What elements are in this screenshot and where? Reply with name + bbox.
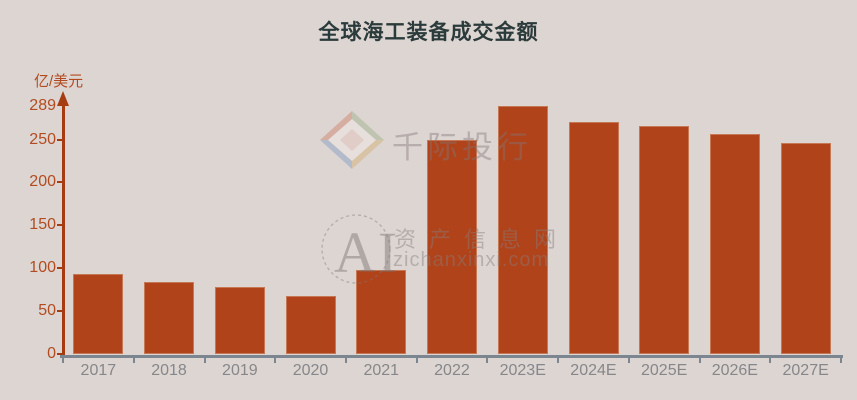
bar-2023E: [497, 106, 548, 354]
bar-2020: [285, 295, 336, 354]
x-tick-mark: [769, 357, 772, 363]
x-tick-label-2026E: 2026E: [711, 362, 758, 379]
x-tick-mark: [132, 357, 135, 363]
x-tick-mark: [840, 357, 842, 363]
x-tick-label-2017: 2017: [80, 362, 117, 379]
y-tick-label: 0: [47, 345, 56, 362]
x-tick-mark: [344, 357, 347, 363]
bar-2019: [214, 287, 265, 354]
x-tick-mark: [557, 357, 560, 363]
y-tick-mark: [57, 138, 63, 141]
bar-2024E: [568, 122, 619, 354]
x-tick-mark: [698, 357, 701, 363]
qianji-logo-watermark-icon: [318, 109, 386, 178]
y-tick-label: 150: [29, 216, 56, 234]
bar-2027E: [780, 142, 831, 354]
y-tick-label: 100: [29, 259, 56, 277]
y-tick-mark: [57, 267, 63, 270]
x-tick-label-2024E: 2024E: [570, 362, 617, 379]
bar-2025E: [639, 125, 690, 354]
y-axis-arrow-icon: [57, 91, 69, 106]
y-tick-label: 289: [29, 97, 56, 114]
x-tick-label-2023E: 2023E: [499, 362, 546, 379]
x-tick-mark: [274, 357, 277, 363]
x-tick-mark: [62, 357, 64, 363]
x-tick-label-2021: 2021: [363, 362, 400, 379]
y-tick-mark: [57, 181, 63, 184]
y-tick-mark: [57, 310, 63, 313]
bar-2022: [427, 140, 477, 354]
y-axis-unit-label: 亿/美元: [34, 73, 84, 90]
y-tick-label: 50: [38, 302, 56, 320]
y-axis-line: [62, 103, 65, 356]
bar-2017: [73, 274, 124, 354]
bar-2018: [144, 281, 195, 354]
x-tick-mark: [415, 357, 418, 363]
x-tick-label-2019: 2019: [222, 362, 258, 379]
y-tick-label: 250: [29, 130, 56, 148]
x-tick-mark: [627, 357, 630, 363]
x-axis-line: [60, 355, 843, 358]
x-tick-mark: [486, 357, 489, 363]
bar-2021: [356, 269, 407, 354]
x-tick-label-2027E: 2027E: [782, 362, 829, 379]
x-tick-mark: [203, 357, 206, 363]
bar-2026E: [709, 133, 760, 354]
x-tick-label-2022: 2022: [434, 362, 470, 379]
x-tick-label-2018: 2018: [151, 362, 187, 379]
y-tick-mark: [57, 224, 63, 227]
y-tick-label: 200: [29, 173, 56, 191]
y-tick-mark: [57, 353, 63, 355]
x-tick-label-2025E: 2025E: [641, 362, 688, 379]
chart-title: 全球海工装备成交金额: [318, 21, 539, 44]
x-tick-label-2020: 2020: [292, 362, 329, 379]
